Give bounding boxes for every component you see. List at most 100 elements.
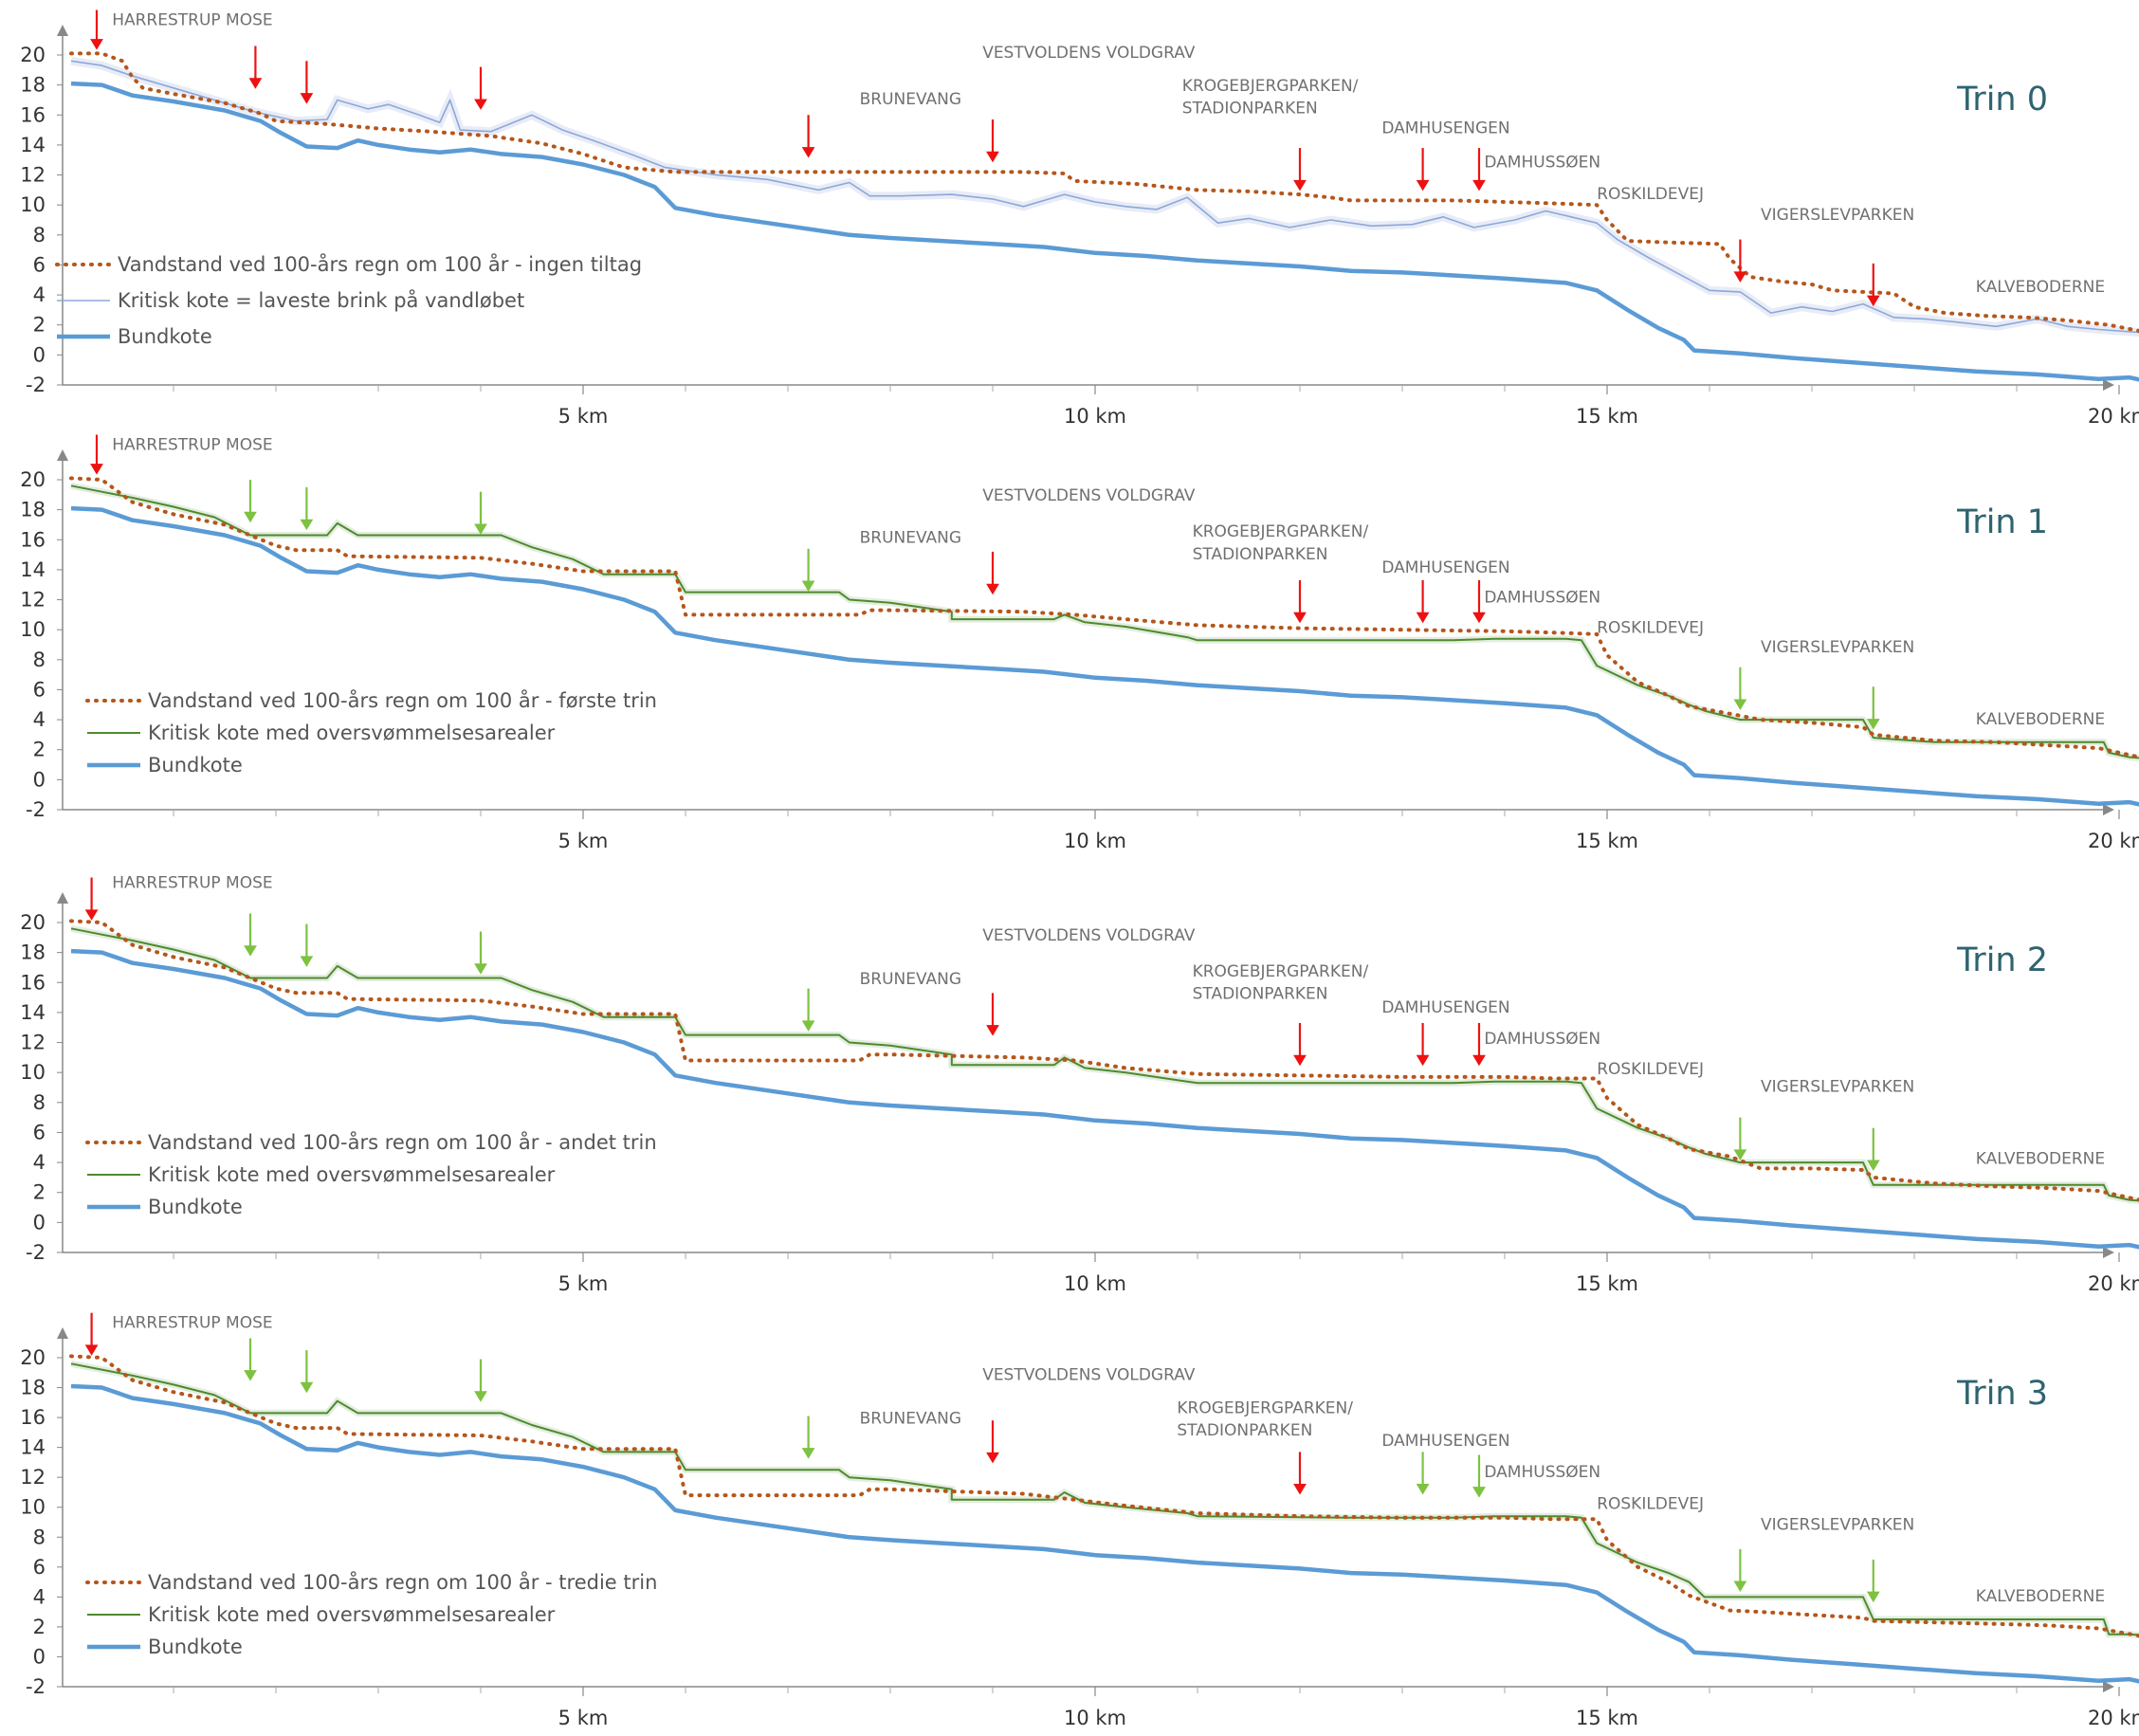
red-arrow-marker xyxy=(90,9,103,50)
y-tick-label: 6 xyxy=(33,1121,46,1143)
place-label: BRUNEVANG xyxy=(860,528,961,547)
legend-label: Kritisk kote med oversvømmelsesarealer xyxy=(148,722,556,744)
green-arrow-marker xyxy=(801,988,815,1032)
legend-label: Vandstand ved 100-års regn om 100 år - f… xyxy=(148,688,657,712)
place-label: BRUNEVANG xyxy=(860,1409,961,1428)
x-tick-label: 5 km xyxy=(558,830,609,852)
red-arrow-marker xyxy=(1416,148,1430,192)
green-arrow-marker xyxy=(1733,1548,1747,1593)
red-arrow-marker xyxy=(1293,148,1307,192)
green-arrow-marker xyxy=(300,1350,314,1394)
green-arrow-marker xyxy=(474,1359,487,1402)
place-label: ROSKILDEVEJ xyxy=(1597,1494,1704,1513)
red-arrow-marker xyxy=(1416,579,1430,624)
y-tick-label: 2 xyxy=(33,1616,46,1638)
y-tick-label: 0 xyxy=(33,343,46,366)
green-arrow-marker xyxy=(1866,686,1880,730)
series-line-kritisk xyxy=(70,1362,2139,1636)
place-label: ROSKILDEVEJ xyxy=(1597,185,1704,204)
series-line-vand xyxy=(69,919,2139,1202)
place-label: VESTVOLDENS VOLDGRAV xyxy=(982,44,1196,63)
green-arrow-marker xyxy=(801,1416,815,1459)
chart-title: Trin 0 xyxy=(1956,81,2048,119)
legend-label: Bundkote xyxy=(148,1196,243,1218)
place-label: KALVEBODERNE xyxy=(1976,1587,2105,1606)
legend-label: Kritisk kote = laveste brink på vandløbe… xyxy=(118,288,524,312)
x-tick-label: 10 km xyxy=(1064,405,1126,428)
place-label: DAMHUSSØEN xyxy=(1484,1463,1600,1482)
place-label: KROGEBJERGPARKEN/ xyxy=(1193,522,1369,541)
place-label: ROSKILDEVEJ xyxy=(1597,618,1704,637)
legend-label: Vandstand ved 100-års regn om 100 år - i… xyxy=(118,252,642,276)
y-tick-label: 6 xyxy=(33,253,46,276)
y-tick-label: 2 xyxy=(33,739,46,761)
chart-panel-0: 5 km 10 km 15 km 20 km -2 0 2 4 6 8 10 12 14 16 18 20 HA… xyxy=(20,9,2139,428)
series-line-vand xyxy=(69,1354,2139,1638)
y-tick-label: -2 xyxy=(26,374,46,396)
red-arrow-marker xyxy=(1416,1022,1430,1067)
place-label: KALVEBODERNE xyxy=(1976,710,2105,729)
y-tick-label: 6 xyxy=(33,1556,46,1579)
place-label: HARRESTRUP MOSE xyxy=(112,10,272,29)
red-arrow-marker xyxy=(1472,1022,1486,1067)
series-line-kritisk0 xyxy=(70,60,2139,334)
place-label: KALVEBODERNE xyxy=(1976,1150,2105,1169)
y-tick-label: 10 xyxy=(20,193,46,216)
red-arrow-marker xyxy=(1293,1022,1307,1067)
red-arrow-marker xyxy=(474,66,487,110)
red-arrow-marker xyxy=(1866,263,1880,307)
y-tick-label: 14 xyxy=(20,558,46,581)
legend-label: Bundkote xyxy=(118,325,212,348)
y-tick-label: 6 xyxy=(33,678,46,701)
green-arrow-marker xyxy=(300,923,314,967)
y-tick-label: 18 xyxy=(20,941,46,964)
green-arrow-marker xyxy=(474,931,487,975)
red-arrow-marker xyxy=(84,877,99,921)
y-tick-label: 8 xyxy=(33,1526,46,1548)
green-arrow-marker xyxy=(244,913,257,957)
y-tick-label: 16 xyxy=(20,528,46,551)
green-arrow-marker xyxy=(474,491,487,535)
series-line-vand xyxy=(69,476,2139,759)
y-tick-label: 10 xyxy=(20,1061,46,1084)
y-tick-label: 12 xyxy=(20,589,46,612)
y-tick-label: 14 xyxy=(20,134,46,156)
red-arrow-marker xyxy=(1733,239,1747,283)
y-tick-label: 0 xyxy=(33,1211,46,1233)
place-label: BRUNEVANG xyxy=(860,90,961,109)
red-arrow-marker xyxy=(986,551,999,595)
chart-panel-1: 5 km 10 km 15 km 20 km -2 0 2 4 6 8 10 12 14 16 18 20 HA… xyxy=(20,434,2139,852)
chart-panel-3: 5 km 10 km 15 km 20 km -2 0 2 4 6 8 10 12 14 16 18 20 HA… xyxy=(20,1312,2139,1729)
red-arrow-marker xyxy=(1293,1452,1307,1495)
place-label: STADIONPARKEN xyxy=(1193,545,1328,564)
y-tick-label: 10 xyxy=(20,618,46,641)
place-label: VIGERSLEVPARKEN xyxy=(1761,206,1914,225)
y-tick-label: 4 xyxy=(33,283,46,306)
y-tick-label: 12 xyxy=(20,164,46,187)
place-label: KROGEBJERGPARKEN/ xyxy=(1193,962,1369,981)
y-tick-label: 10 xyxy=(20,1496,46,1519)
legend-label: Vandstand ved 100-års regn om 100 år - a… xyxy=(148,1130,657,1154)
y-tick-label: 18 xyxy=(20,499,46,521)
y-tick-label: 4 xyxy=(33,708,46,731)
legend-label: Bundkote xyxy=(148,754,243,777)
legend-label: Kritisk kote med oversvømmelsesarealer xyxy=(148,1163,556,1186)
green-arrow-marker xyxy=(300,486,314,531)
green-arrow-marker xyxy=(1733,1117,1747,1160)
series-line-kritisk xyxy=(70,927,2139,1202)
place-label: DAMHUSENGEN xyxy=(1381,1432,1509,1451)
red-arrow-marker xyxy=(1472,148,1486,192)
red-arrow-marker xyxy=(84,1312,99,1356)
red-arrow-marker xyxy=(986,993,999,1036)
legend-label: Kritisk kote med oversvømmelsesarealer xyxy=(148,1603,556,1626)
y-tick-label: 16 xyxy=(20,971,46,994)
y-tick-label: 4 xyxy=(33,1585,46,1608)
series-line-bund xyxy=(70,505,2139,807)
place-label: VIGERSLEVPARKEN xyxy=(1761,1078,1914,1097)
green-arrow-marker xyxy=(1416,1452,1430,1495)
place-label: KROGEBJERGPARKEN/ xyxy=(1182,77,1359,96)
x-tick-label: 20 km xyxy=(2088,405,2139,428)
place-label: DAMHUSSØEN xyxy=(1484,1030,1600,1049)
x-tick-label: 10 km xyxy=(1064,830,1126,852)
